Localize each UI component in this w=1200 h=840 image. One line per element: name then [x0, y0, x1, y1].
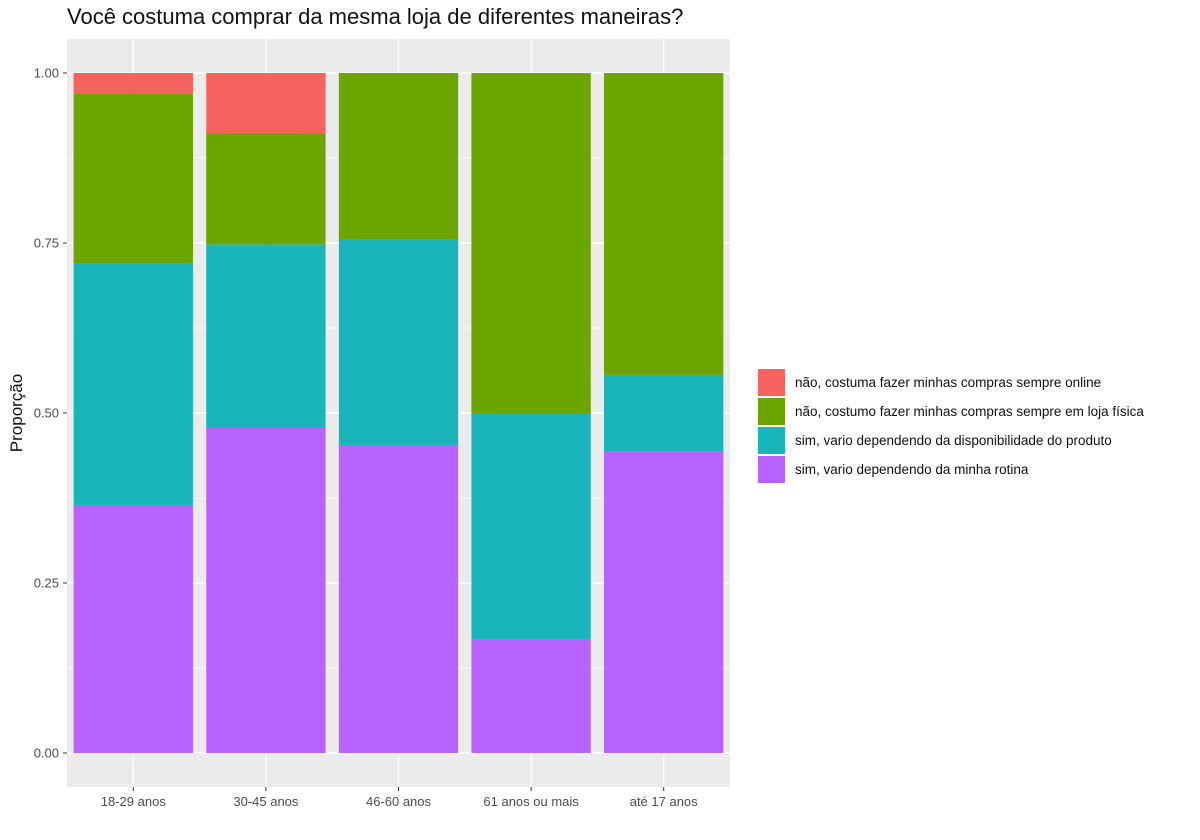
y-tick-label: 0.75 [34, 236, 59, 251]
bar-segment-nao-costuma-fazer-minhas-compras-sempre-online [206, 73, 326, 134]
bar-segment-sim-vario-dependendo-da-disponibilidade-do-produto [206, 244, 326, 428]
bar-segment-nao-costuma-fazer-minhas-compras-sempre-online [73, 73, 193, 94]
legend: não, costuma fazer minhas compras sempre… [758, 368, 1144, 484]
bar-segment-sim-vario-dependendo-da-disponibilidade-do-produto [604, 374, 724, 452]
legend-item: não, costumo fazer minhas compras sempre… [758, 397, 1144, 426]
bar-segment-nao-costumo-fazer-minhas-compras-sempre-em-loja-fisica [338, 73, 459, 240]
bar-segment-sim-vario-dependendo-da-minha-rotina [604, 451, 724, 753]
legend-label: não, costuma fazer minhas compras sempre… [795, 375, 1102, 390]
bar-segment-sim-vario-dependendo-da-disponibilidade-do-produto [471, 413, 591, 640]
bar-segment-nao-costumo-fazer-minhas-compras-sempre-em-loja-fisica [604, 73, 724, 375]
legend-key [758, 369, 785, 396]
legend-key [758, 398, 785, 425]
x-tick-label: 46-60 anos [366, 794, 432, 809]
bar-segment-sim-vario-dependendo-da-minha-rotina [471, 639, 591, 753]
bars [73, 73, 724, 753]
legend-key [758, 427, 785, 454]
legend-item: não, costuma fazer minhas compras sempre… [758, 368, 1144, 397]
legend-label: sim, vario dependendo da disponibilidade… [795, 433, 1112, 448]
bar-segment-sim-vario-dependendo-da-minha-rotina [338, 444, 459, 753]
bar-segment-sim-vario-dependendo-da-minha-rotina [206, 427, 326, 753]
y-tick-label: 1.00 [34, 66, 59, 81]
legend-label: não, costumo fazer minhas compras sempre… [795, 404, 1144, 419]
y-tick-label: 0.50 [34, 406, 59, 421]
x-tick-label: 30-45 anos [233, 794, 299, 809]
legend-key [758, 456, 785, 483]
legend-item: sim, vario dependendo da disponibilidade… [758, 426, 1144, 455]
y-tick-label: 0.00 [34, 746, 59, 761]
legend-label: sim, vario dependendo da minha rotina [795, 462, 1029, 477]
x-tick-label: 18-29 anos [101, 794, 167, 809]
chart-title: Você costuma comprar da mesma loja de di… [67, 4, 684, 29]
x-axis-ticks: 18-29 anos 30-45 anos 46-60 anos 61 anos ou… [101, 787, 698, 809]
x-tick-label: até 17 anos [630, 794, 698, 809]
bar-segment-nao-costumo-fazer-minhas-compras-sempre-em-loja-fisica [471, 73, 591, 413]
bar-segment-nao-costumo-fazer-minhas-compras-sempre-em-loja-fisica [73, 93, 193, 264]
y-tick-label: 0.25 [34, 576, 59, 591]
bar-segment-nao-costumo-fazer-minhas-compras-sempre-em-loja-fisica [206, 133, 326, 245]
bar-segment-sim-vario-dependendo-da-disponibilidade-do-produto [73, 263, 193, 506]
y-axis-title: Proporção [7, 374, 26, 452]
legend-item: sim, vario dependendo da minha rotina [758, 455, 1144, 484]
x-tick-label: 61 anos ou mais [483, 794, 579, 809]
y-axis-ticks: 0.00 0.25 0.50 0.75 1.00 [34, 66, 67, 761]
bar-segment-sim-vario-dependendo-da-minha-rotina [73, 505, 193, 753]
bar-segment-sim-vario-dependendo-da-disponibilidade-do-produto [338, 239, 459, 445]
